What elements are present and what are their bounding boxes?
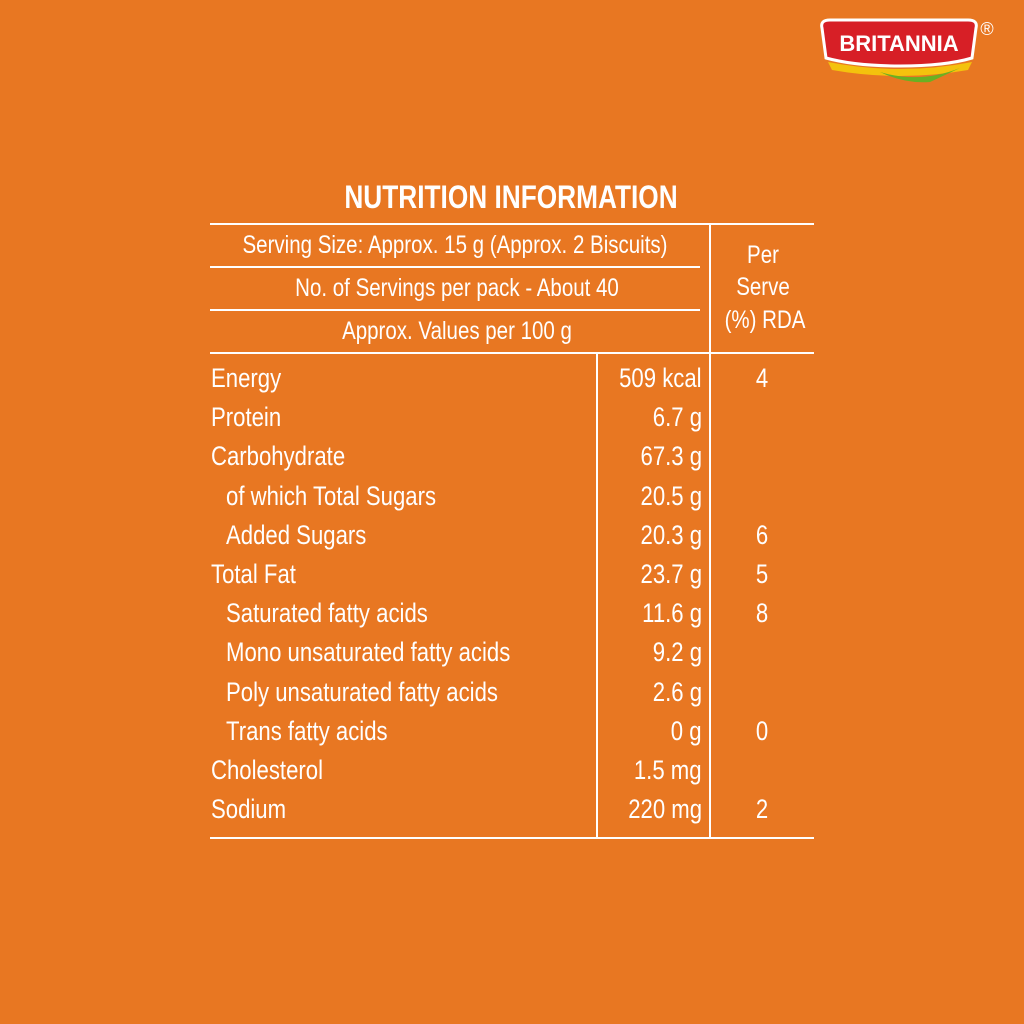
title: NUTRITION INFORMATION — [344, 179, 678, 215]
nutrient-rda: 5 — [755, 559, 769, 589]
nutrient-value: 6.7 g — [652, 402, 702, 433]
nutrient-rda: 0 — [755, 715, 769, 746]
logo-swoosh — [828, 62, 972, 76]
rda-header: Per — [747, 241, 779, 269]
rule — [210, 266, 700, 268]
nutrient-name: Total Fat — [211, 559, 296, 589]
serving-size: Serving Size: Approx. 15 g (Approx. 2 Bi… — [242, 231, 668, 259]
nutrient-name: Protein — [211, 402, 282, 433]
rule — [210, 837, 814, 839]
logo-badge — [820, 18, 978, 68]
logo: BRITANNIA ® — [820, 18, 994, 83]
nutrient-value: 0 g — [671, 715, 702, 746]
nutrient-name: Cholesterol — [211, 755, 323, 785]
nutrient-value: 9.2 g — [652, 637, 702, 668]
nutrient-rda: 4 — [755, 363, 769, 393]
registered-mark: ® — [980, 19, 993, 39]
rule — [210, 223, 814, 225]
nutrient-name: Energy — [211, 363, 282, 393]
brand-name: BRITANNIA — [839, 31, 958, 56]
rule — [210, 309, 700, 311]
nutrient-name: Carbohydrate — [211, 441, 346, 472]
nutrient-name: Trans fatty acids — [226, 715, 388, 746]
nutrient-value: 509 kcal — [619, 363, 702, 393]
nutrient-value: 11.6 g — [642, 598, 702, 629]
nutrient-rda: 6 — [755, 519, 769, 550]
basis: Approx. Values per 100 g — [342, 317, 572, 345]
nutrient-rda: 2 — [755, 794, 769, 825]
nutrient-name: Added Sugars — [226, 519, 367, 550]
rule — [709, 223, 711, 839]
servings: No. of Servings per pack - About 40 — [295, 274, 619, 302]
nutrient-name: of which Total Sugars — [226, 480, 437, 511]
nutrient-name: Poly unsaturated fatty acids — [226, 676, 498, 707]
logo-swoosh — [880, 68, 960, 83]
nutrient-value: 67.3 g — [640, 441, 702, 472]
rule — [210, 352, 814, 354]
nutrient-name: Saturated fatty acids — [226, 598, 428, 629]
nutrient-value: 1.5 mg — [634, 755, 702, 785]
nutrient-value: 220 mg — [628, 794, 702, 825]
nutrient-value: 20.5 g — [640, 480, 702, 511]
nutrient-value: 23.7 g — [640, 559, 702, 589]
nutrient-value: 2.6 g — [652, 676, 702, 707]
rda-header: (%) RDA — [724, 306, 806, 334]
rda-header: Serve — [736, 273, 790, 301]
rule — [596, 352, 598, 839]
nutrient-name: Sodium — [211, 794, 287, 825]
nutrient-value: 20.3 g — [640, 519, 702, 550]
nutrient-name: Mono unsaturated fatty acids — [226, 637, 511, 668]
nutrient-rda: 8 — [755, 598, 769, 629]
